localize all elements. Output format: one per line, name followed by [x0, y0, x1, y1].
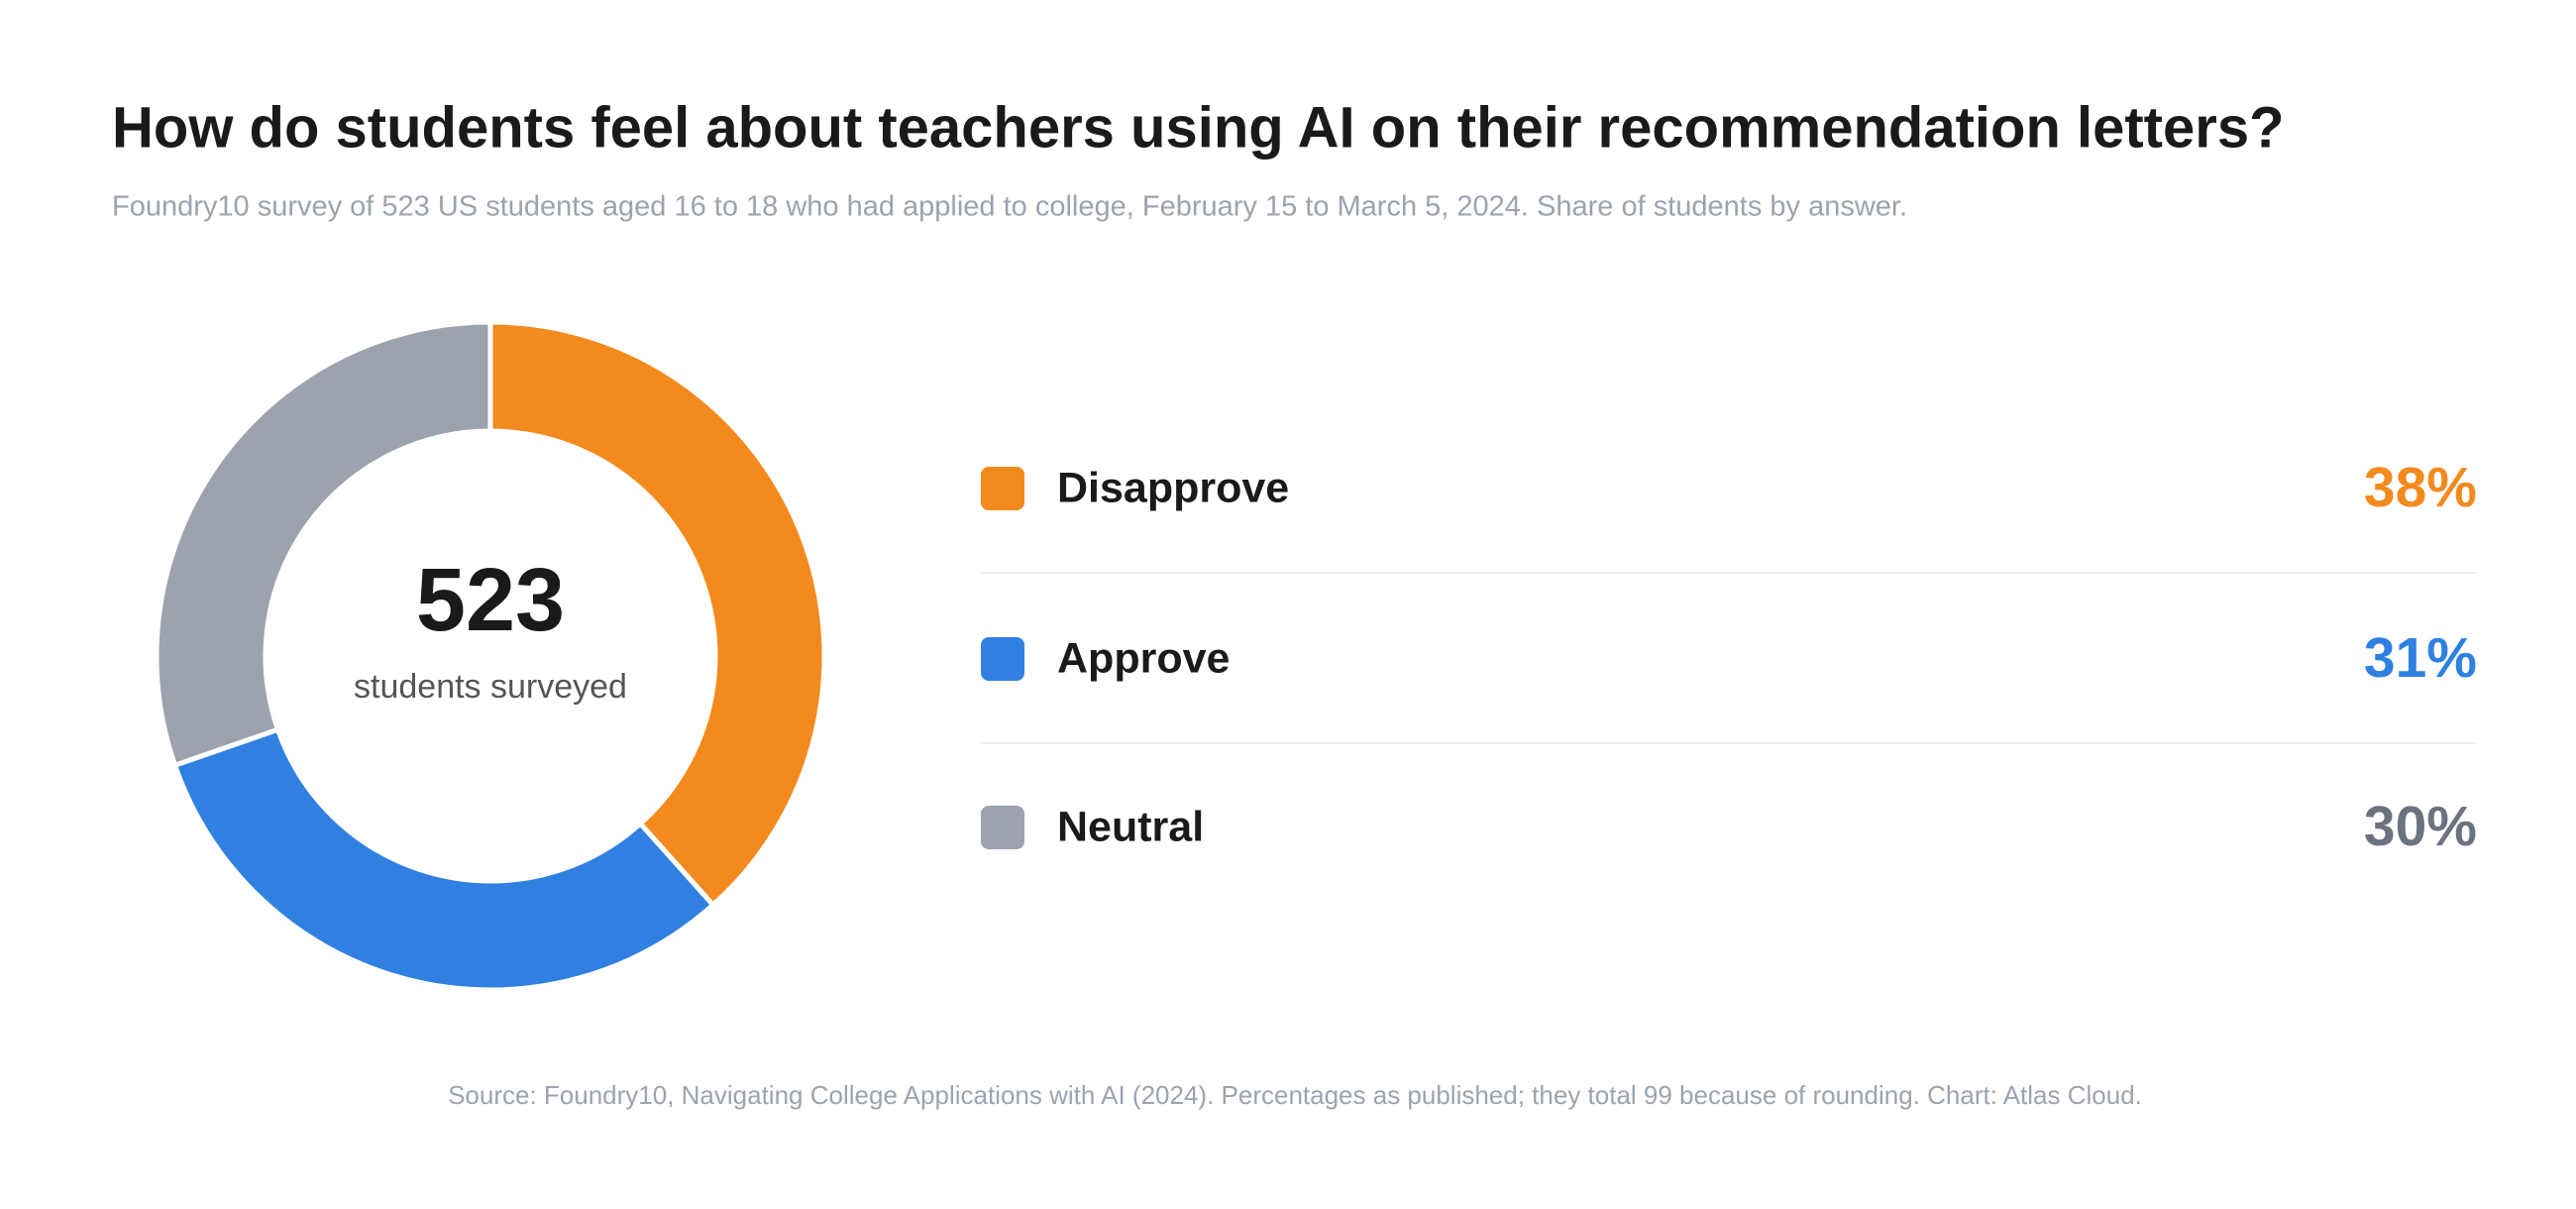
- legend-label: Approve: [1057, 634, 1230, 682]
- source-note: Source: Foundry10, Navigating College Ap…: [448, 1080, 2142, 1110]
- donut-segment: [171, 726, 717, 993]
- legend-label: Neutral: [1057, 803, 1204, 850]
- legend-swatch: [981, 467, 1024, 510]
- center-label: students surveyed: [354, 668, 627, 706]
- legend-swatch: [981, 637, 1024, 681]
- value-label: 38%: [2364, 456, 2477, 519]
- center-value: 523: [416, 551, 565, 650]
- value-label: 31%: [2364, 626, 2477, 690]
- donut-segment: [487, 319, 827, 909]
- legend-label: Disapprove: [1057, 464, 1289, 511]
- chart-title: How do students feel about teachers usin…: [112, 95, 2285, 160]
- chart-subtitle: Foundry10 survey of 523 US students aged…: [112, 191, 1907, 223]
- value-label: 30%: [2364, 795, 2477, 858]
- legend-swatch: [981, 806, 1024, 849]
- donut-segment: [154, 319, 493, 769]
